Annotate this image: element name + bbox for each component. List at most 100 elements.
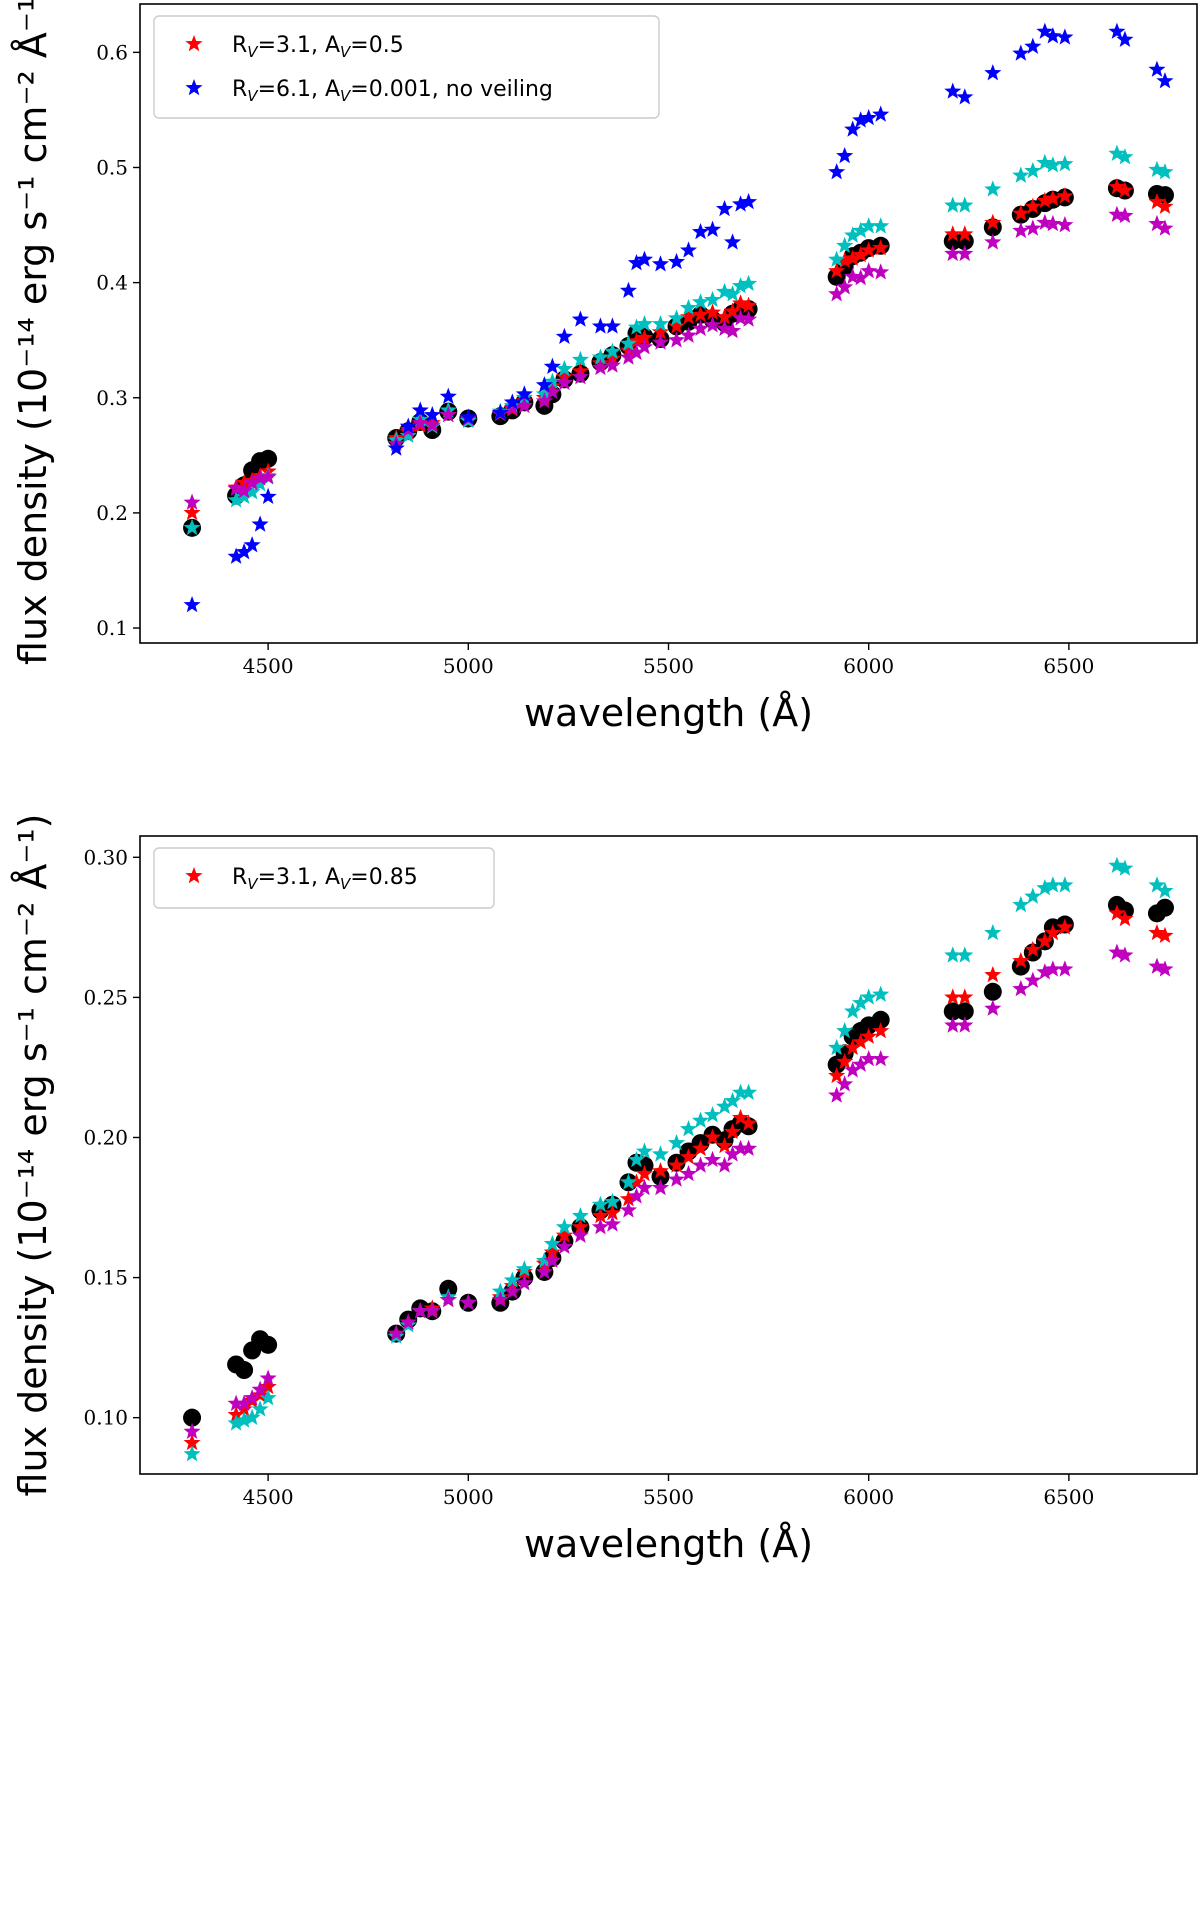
data-point-magenta	[740, 1139, 758, 1156]
data-point-red	[183, 503, 201, 521]
data-point-magenta	[715, 1156, 734, 1173]
data-point-magenta	[535, 1262, 553, 1280]
data-point-red	[1108, 178, 1126, 195]
data-point-cyan	[535, 1251, 553, 1269]
data-point-red	[555, 1226, 573, 1243]
data-point-cyan	[603, 342, 622, 359]
data-point-cyan	[1116, 859, 1134, 876]
data-point-magenta	[1044, 960, 1062, 977]
data-point-cyan	[1148, 876, 1166, 893]
data-point-magenta	[667, 1170, 686, 1187]
data-point-cyan	[715, 282, 734, 300]
data-point-magenta	[852, 1055, 870, 1072]
data-point-cyan	[1156, 163, 1174, 180]
data-point-cyan	[183, 518, 201, 536]
data-point-black	[183, 1408, 202, 1427]
data-point-cyan	[860, 217, 878, 234]
data-point-cyan	[715, 1097, 734, 1114]
data-point-red	[956, 988, 974, 1005]
data-point-cyan	[251, 1400, 269, 1417]
y-tick-label: 0.2	[96, 501, 128, 525]
data-point-red	[1036, 932, 1054, 949]
data-point-blue	[1012, 44, 1030, 61]
data-point-cyan	[503, 1271, 521, 1288]
data-point-cyan	[1116, 148, 1134, 165]
data-point-red	[1044, 923, 1062, 941]
data-point-cyan	[243, 483, 261, 500]
data-point-cyan	[872, 217, 890, 234]
data-point-cyan	[732, 1083, 750, 1100]
data-point-cyan	[227, 1414, 245, 1431]
data-point-cyan	[732, 277, 750, 294]
data-point-cyan	[635, 1142, 654, 1159]
y-tick-label: 0.1	[96, 616, 128, 640]
data-point-red	[944, 988, 962, 1005]
data-point-cyan	[1156, 881, 1174, 899]
x-tick-label: 6000	[843, 654, 894, 678]
data-point-magenta	[555, 373, 573, 391]
data-point-blue	[836, 146, 854, 164]
data-point-cyan	[872, 985, 890, 1002]
data-point-red	[860, 1027, 878, 1044]
data-point-blue	[535, 376, 553, 393]
x-axis-label: wavelength (Å)	[524, 1522, 813, 1566]
data-point-cyan	[703, 1106, 722, 1123]
x-tick-label: 6500	[1043, 1485, 1094, 1509]
data-point-blue	[503, 393, 521, 410]
series-magenta	[183, 205, 1174, 510]
data-point-magenta	[439, 406, 457, 423]
legend-box	[153, 847, 495, 909]
data-point-cyan	[571, 350, 589, 368]
data-point-red	[679, 1148, 698, 1165]
legend-marker-red	[185, 867, 203, 884]
data-point-blue	[1056, 28, 1074, 45]
data-point-red	[1012, 951, 1030, 969]
data-point-magenta	[571, 368, 589, 385]
y-tick-label: 0.5	[96, 155, 128, 179]
data-point-magenta	[571, 1226, 589, 1243]
data-point-blue	[740, 193, 758, 210]
data-point-blue	[1148, 60, 1166, 77]
data-point-blue	[715, 199, 734, 217]
data-point-cyan	[635, 315, 654, 332]
x-tick-label: 5000	[443, 1485, 494, 1509]
data-point-red	[651, 1162, 670, 1179]
data-point-red	[259, 1377, 277, 1395]
series-magenta	[183, 943, 1174, 1439]
data-point-cyan	[591, 348, 609, 365]
data-point-cyan	[571, 1206, 589, 1224]
data-point-cyan	[1148, 160, 1166, 178]
data-point-cyan	[852, 221, 870, 239]
data-point-magenta	[984, 999, 1002, 1016]
data-point-red	[984, 965, 1002, 983]
data-point-red	[956, 225, 974, 242]
data-point-blue	[679, 241, 698, 258]
data-point-magenta	[251, 1380, 269, 1397]
legend-marker-blue	[185, 79, 203, 96]
data-point-blue	[872, 105, 890, 122]
data-point-red	[703, 1128, 722, 1145]
y-tick-label: 0.20	[83, 1125, 128, 1149]
data-point-magenta	[603, 1215, 622, 1232]
data-point-red	[715, 308, 734, 325]
data-point-blue	[956, 88, 974, 105]
data-point-magenta	[860, 262, 878, 279]
data-point-magenta	[235, 1394, 253, 1411]
data-point-black	[955, 1002, 974, 1021]
data-point-blue	[844, 120, 862, 137]
data-point-blue	[235, 543, 253, 560]
data-point-magenta	[1012, 979, 1030, 997]
data-point-red	[740, 1114, 758, 1131]
data-point-blue	[1024, 37, 1042, 54]
data-point-cyan	[703, 290, 722, 308]
data-point-blue	[243, 536, 261, 553]
data-point-cyan	[860, 988, 878, 1005]
data-point-red	[667, 1156, 686, 1173]
data-point-red	[1036, 191, 1054, 209]
data-point-cyan	[1036, 153, 1054, 171]
data-point-magenta	[603, 356, 622, 373]
data-point-cyan	[651, 315, 670, 332]
data-point-magenta	[1116, 206, 1134, 224]
x-tick-label: 6000	[843, 1485, 894, 1509]
